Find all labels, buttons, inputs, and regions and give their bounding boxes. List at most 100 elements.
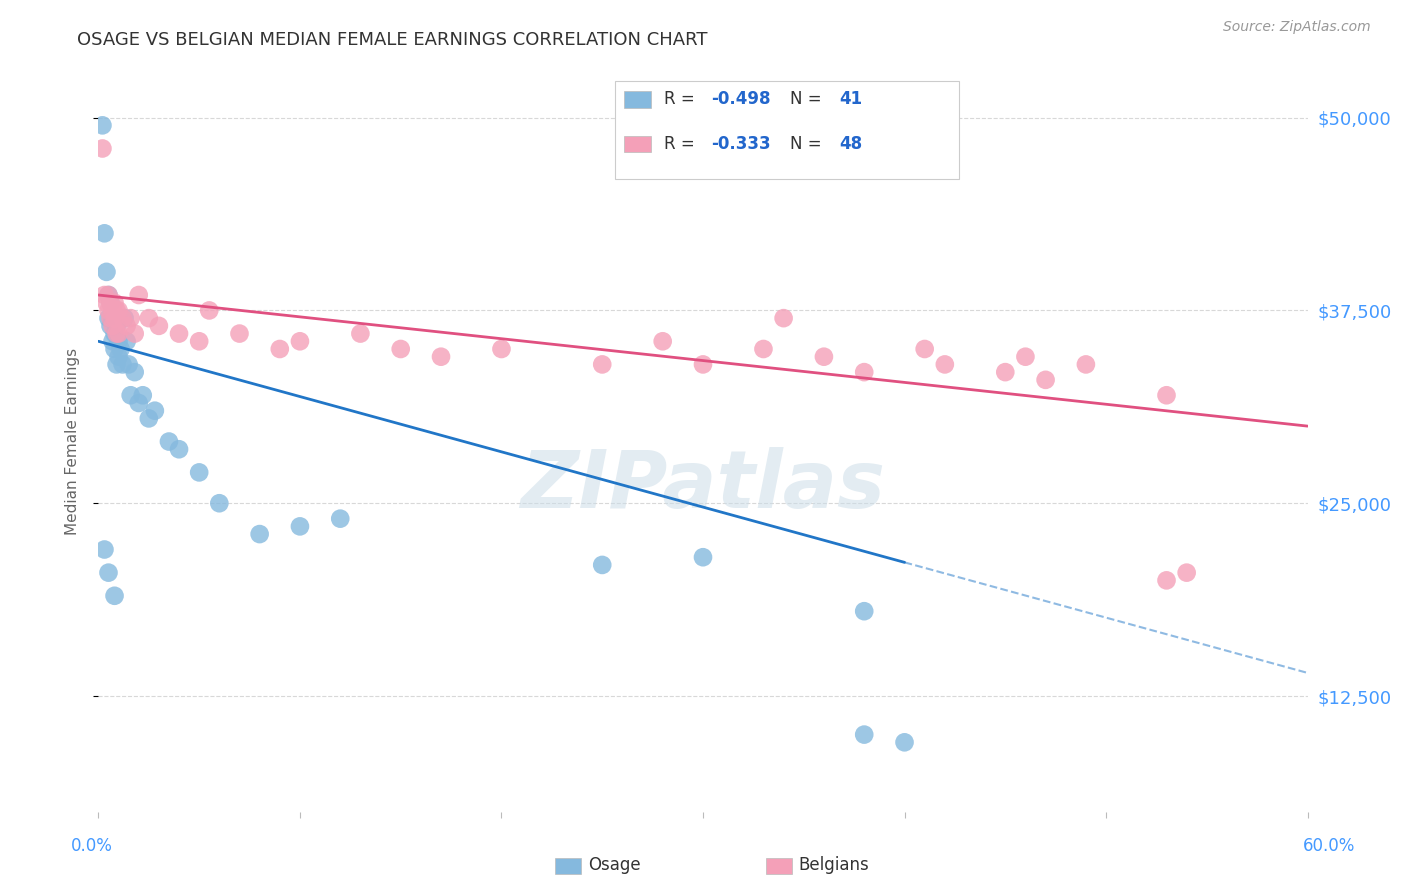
Point [1014, 350, 1036, 364]
Point [93, 227, 115, 241]
Point [103, 589, 125, 603]
Point [813, 350, 835, 364]
Point [100, 295, 122, 310]
Point [115, 334, 138, 349]
Point [124, 365, 146, 379]
Point [157, 434, 180, 449]
Point [105, 358, 128, 372]
Point [138, 411, 160, 425]
Point [692, 358, 714, 372]
Point [120, 311, 142, 326]
Text: 48: 48 [839, 135, 863, 153]
Point [853, 365, 876, 379]
Point [208, 496, 231, 510]
Point [1156, 388, 1178, 402]
Point [853, 604, 876, 618]
Point [100, 311, 122, 326]
Point [1035, 373, 1057, 387]
Point [692, 550, 714, 565]
Point [124, 326, 146, 341]
Point [107, 334, 129, 349]
FancyBboxPatch shape [624, 91, 651, 108]
Point [167, 442, 190, 457]
Text: Belgians: Belgians [799, 856, 869, 874]
Text: 41: 41 [839, 90, 863, 109]
Point [103, 295, 125, 310]
Point [914, 342, 936, 356]
Text: R =: R = [664, 135, 700, 153]
Point [934, 358, 956, 372]
Point [167, 326, 190, 341]
FancyBboxPatch shape [614, 81, 959, 178]
Point [97, 566, 120, 580]
Point [893, 735, 915, 749]
Point [349, 326, 371, 341]
Point [103, 311, 125, 326]
Point [101, 311, 124, 326]
Point [101, 334, 124, 349]
FancyBboxPatch shape [624, 136, 651, 152]
Point [120, 388, 142, 402]
Point [97, 288, 120, 302]
Text: N =: N = [790, 135, 827, 153]
Point [772, 311, 794, 326]
Point [188, 466, 211, 480]
Point [105, 318, 128, 333]
Point [591, 558, 613, 572]
Text: Osage: Osage [588, 856, 640, 874]
Text: 60.0%: 60.0% [1302, 837, 1355, 855]
Text: -0.498: -0.498 [711, 90, 770, 109]
Text: N =: N = [790, 90, 827, 109]
Point [91, 141, 114, 155]
Point [107, 326, 129, 341]
Point [101, 303, 124, 318]
Point [128, 396, 150, 410]
Point [288, 334, 311, 349]
Point [96, 265, 118, 279]
Point [105, 303, 128, 318]
Point [96, 295, 118, 310]
Point [491, 342, 513, 356]
Point [143, 403, 166, 417]
Point [93, 288, 115, 302]
Point [97, 311, 120, 326]
Text: ZIPatlas: ZIPatlas [520, 447, 886, 525]
Point [430, 350, 453, 364]
Y-axis label: Median Female Earnings: Median Female Earnings [65, 348, 80, 535]
Text: 0.0%: 0.0% [70, 837, 112, 855]
Point [132, 388, 155, 402]
Point [101, 318, 124, 333]
Point [148, 318, 170, 333]
Point [97, 288, 120, 302]
Point [110, 342, 132, 356]
Point [249, 527, 271, 541]
Point [1156, 574, 1178, 588]
Point [994, 365, 1017, 379]
Point [389, 342, 412, 356]
Point [853, 728, 876, 742]
Text: OSAGE VS BELGIAN MEDIAN FEMALE EARNINGS CORRELATION CHART: OSAGE VS BELGIAN MEDIAN FEMALE EARNINGS … [77, 31, 707, 49]
Point [269, 342, 291, 356]
Point [188, 334, 211, 349]
Point [228, 326, 250, 341]
Point [105, 326, 128, 341]
Point [111, 311, 134, 326]
Point [107, 350, 129, 364]
Point [114, 311, 136, 326]
Point [91, 119, 114, 133]
Point [651, 334, 673, 349]
Text: Source: ZipAtlas.com: Source: ZipAtlas.com [1223, 20, 1371, 34]
Point [100, 318, 122, 333]
Point [100, 295, 122, 310]
Point [128, 288, 150, 302]
Point [329, 511, 352, 525]
Point [97, 303, 120, 318]
Point [115, 318, 138, 333]
Text: -0.333: -0.333 [711, 135, 770, 153]
Point [103, 326, 125, 341]
Point [107, 303, 129, 318]
Point [752, 342, 775, 356]
Point [288, 519, 311, 533]
Text: R =: R = [664, 90, 700, 109]
Point [103, 342, 125, 356]
